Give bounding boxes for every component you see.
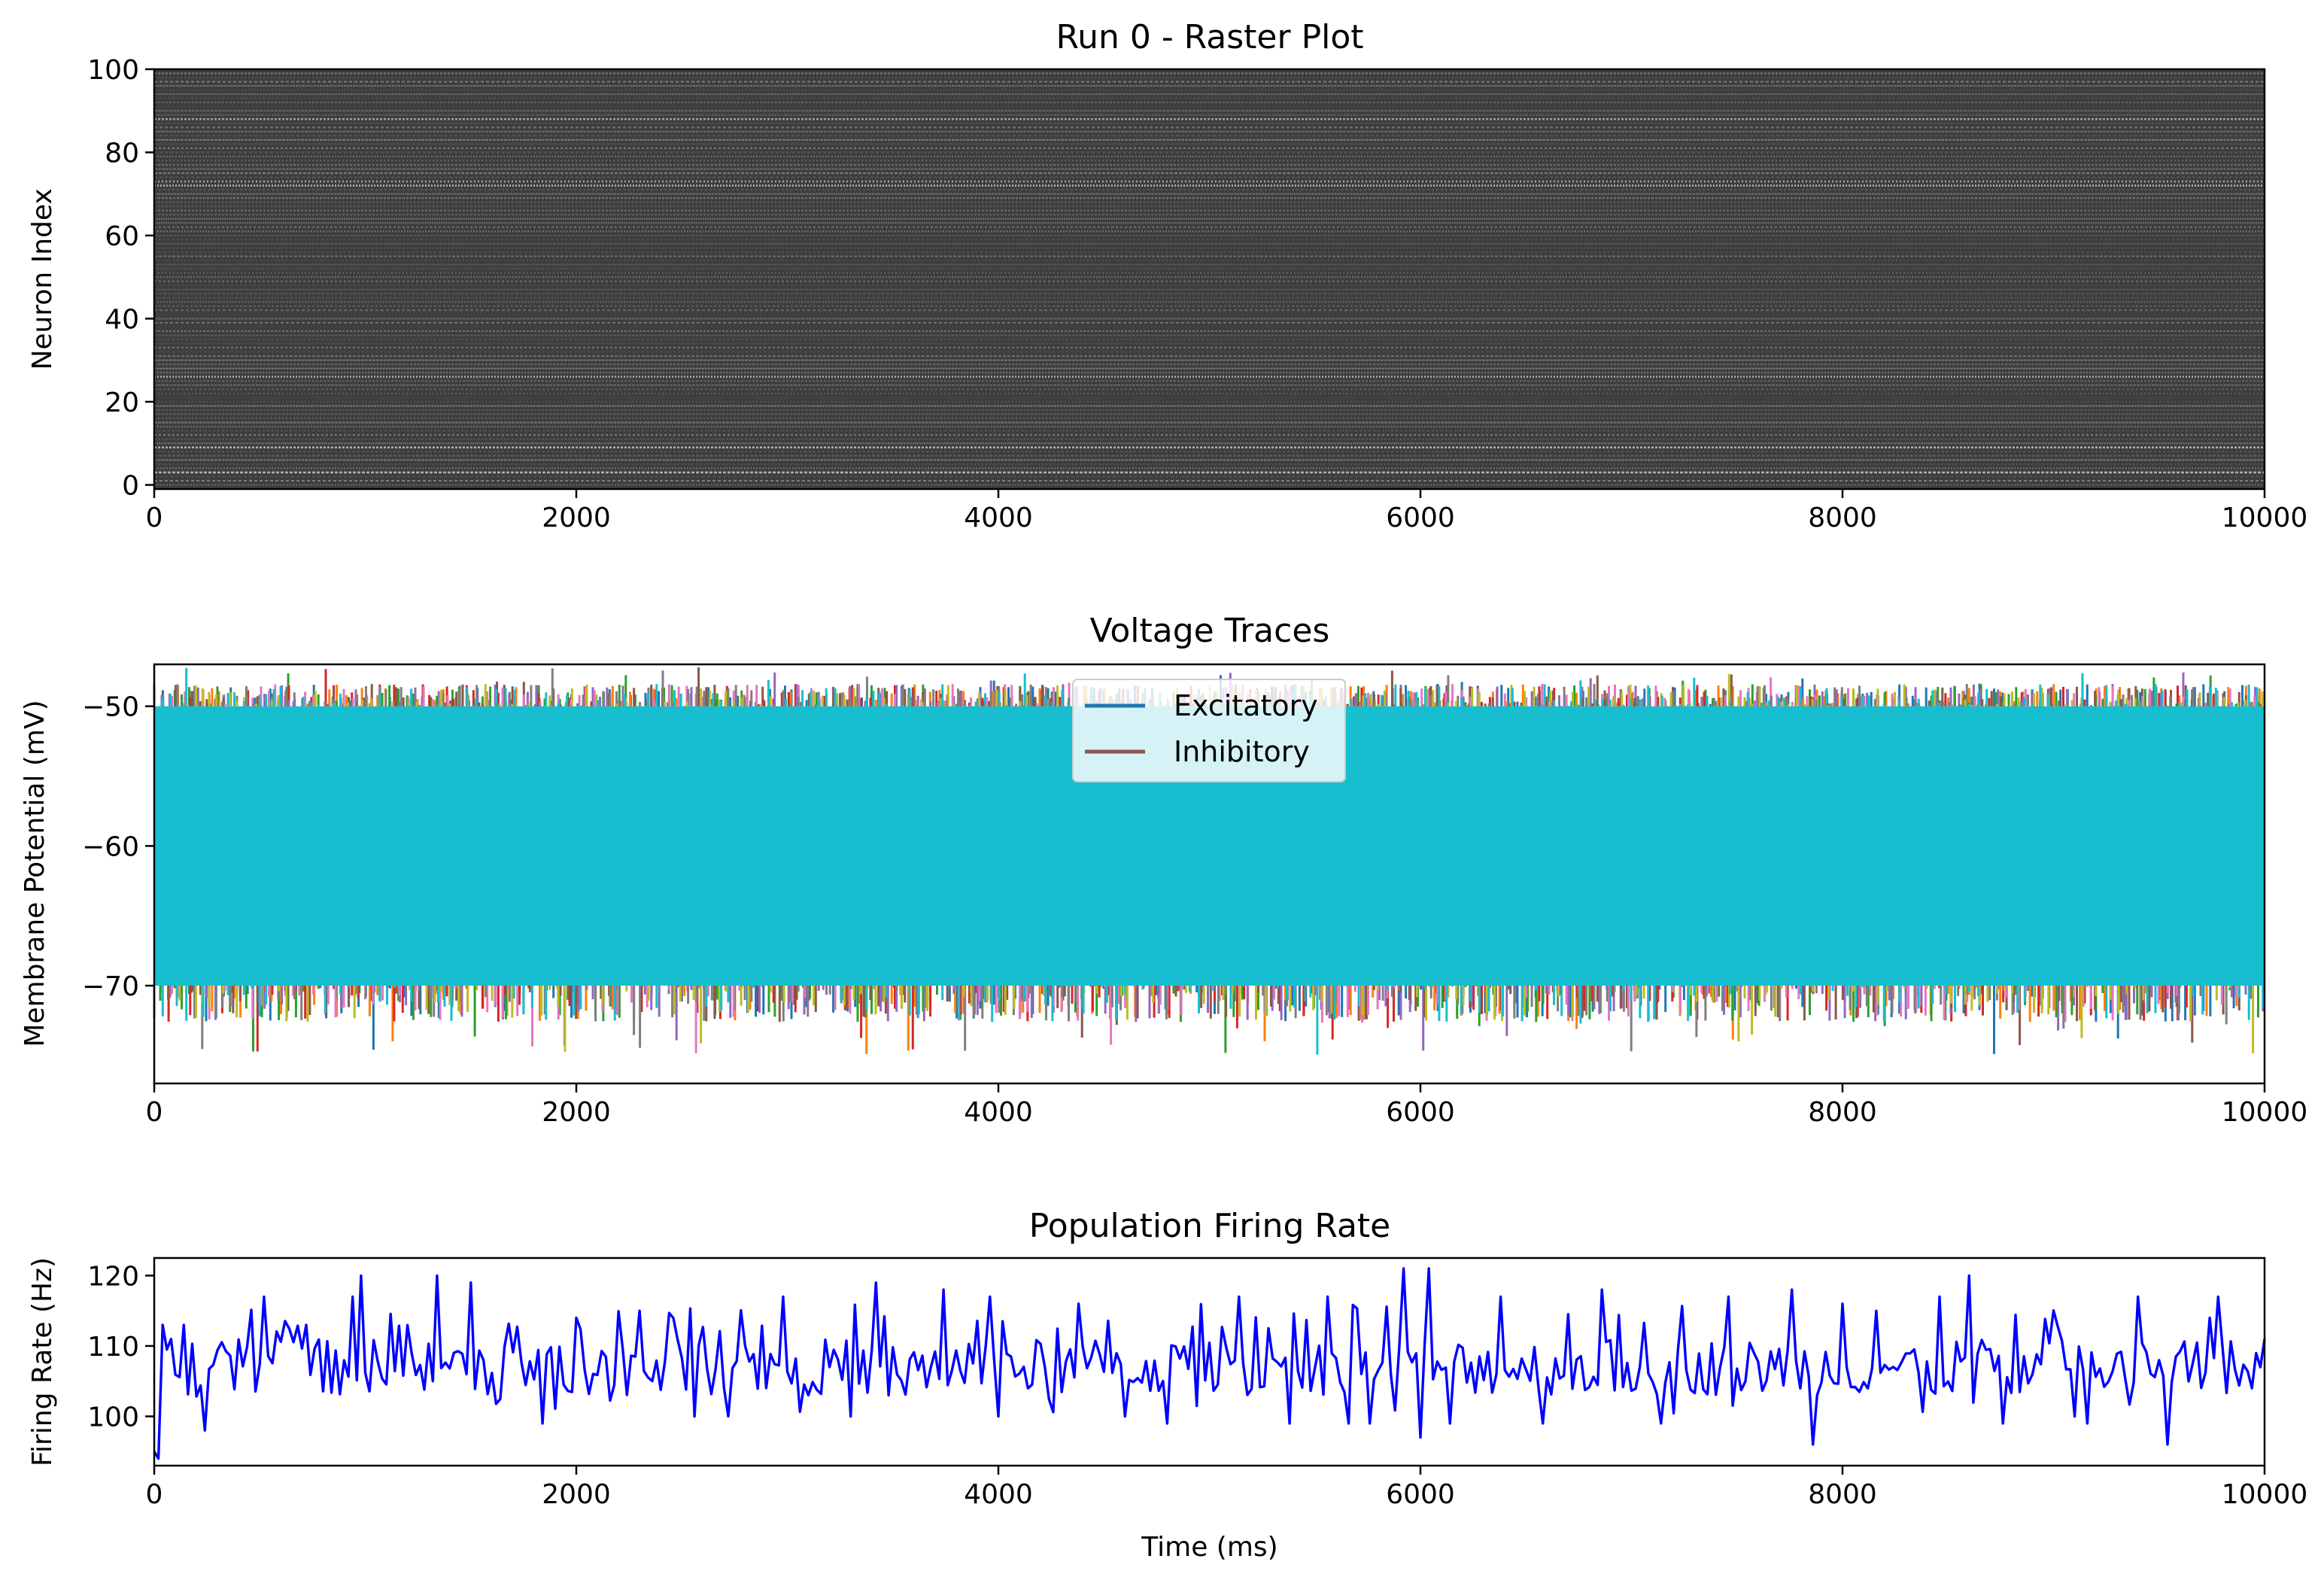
x-tick-label: 10000 [2222, 503, 2308, 533]
raster-axes-frame [153, 68, 2266, 491]
legend-excitatory-label: Excitatory [1174, 689, 1318, 722]
x-tick-label: 2000 [542, 503, 611, 533]
x-tick-label: 6000 [1386, 503, 1455, 533]
x-tick-label: 4000 [964, 1097, 1033, 1128]
y-tick-label: −60 [82, 831, 139, 862]
x-tick-label: 8000 [1808, 1479, 1877, 1510]
x-tick-label: 0 [146, 503, 163, 533]
x-tick-label: 2000 [542, 1097, 611, 1128]
x-tick-label: 4000 [964, 1479, 1033, 1510]
rate-x-ticks: 0 2000 4000 6000 8000 10000 [146, 1466, 2308, 1510]
voltage-legend: Excitatory Inhibitory [1072, 679, 1346, 782]
x-tick-label: 8000 [1808, 1097, 1877, 1128]
y-tick-label: 100 [87, 55, 139, 86]
voltage-axes-frame [153, 663, 2266, 1085]
x-tick-label: 2000 [542, 1479, 611, 1510]
voltage-panel: Voltage Traces Membrane Potential (mV) −… [20, 612, 2307, 1128]
rate-title: Population Firing Rate [1029, 1207, 1391, 1245]
raster-ylabel: Neuron Index [27, 188, 58, 369]
raster-title: Run 0 - Raster Plot [1056, 18, 1363, 56]
rate-panel: Population Firing Rate Firing Rate (Hz) … [27, 1207, 2307, 1563]
rate-series [153, 1267, 2266, 1460]
raster-y-ticks: 0 20 40 60 80 100 [87, 55, 154, 501]
rate-y-ticks: 100 110 120 [87, 1261, 154, 1433]
x-tick-label: 10000 [2222, 1097, 2308, 1128]
y-tick-label: 20 [105, 387, 139, 418]
x-tick-label: 8000 [1808, 503, 1877, 533]
voltage-ylabel: Membrane Potential (mV) [20, 700, 50, 1047]
x-tick-label: 0 [146, 1097, 163, 1128]
raster-x-ticks: 0 2000 4000 6000 8000 10000 [146, 489, 2308, 533]
rate-xlabel: Time (ms) [1141, 1532, 1277, 1563]
voltage-y-ticks: −50 −60 −70 [82, 692, 154, 1002]
rate-ylabel: Firing Rate (Hz) [27, 1257, 58, 1466]
x-tick-label: 6000 [1386, 1479, 1455, 1510]
x-tick-label: 4000 [964, 503, 1033, 533]
y-tick-label: 80 [105, 138, 139, 169]
voltage-title: Voltage Traces [1090, 612, 1330, 650]
x-tick-label: 6000 [1386, 1097, 1455, 1128]
y-tick-label: 110 [87, 1332, 139, 1363]
y-tick-label: 40 [105, 304, 139, 335]
voltage-x-ticks: 0 2000 4000 6000 8000 10000 [146, 1083, 2308, 1128]
rate-plot-area [154, 1258, 2265, 1466]
voltage-trace-lines [153, 667, 2265, 1055]
y-tick-label: 0 [122, 470, 139, 501]
rate-axes-frame [153, 1256, 2266, 1467]
y-tick-label: −70 [82, 971, 139, 1002]
legend-inhibitory-label: Inhibitory [1174, 735, 1310, 768]
y-tick-label: 120 [87, 1261, 139, 1292]
raster-spike-rows [154, 72, 2265, 486]
y-tick-label: 100 [87, 1402, 139, 1433]
y-tick-label: −50 [82, 692, 139, 723]
firing-rate-line [153, 1267, 2266, 1460]
x-tick-label: 10000 [2222, 1479, 2308, 1510]
x-tick-label: 0 [146, 1479, 163, 1510]
y-tick-label: 60 [105, 221, 139, 252]
raster-panel: Run 0 - Raster Plot Neuron Index 0 20 40 60… [27, 18, 2307, 533]
